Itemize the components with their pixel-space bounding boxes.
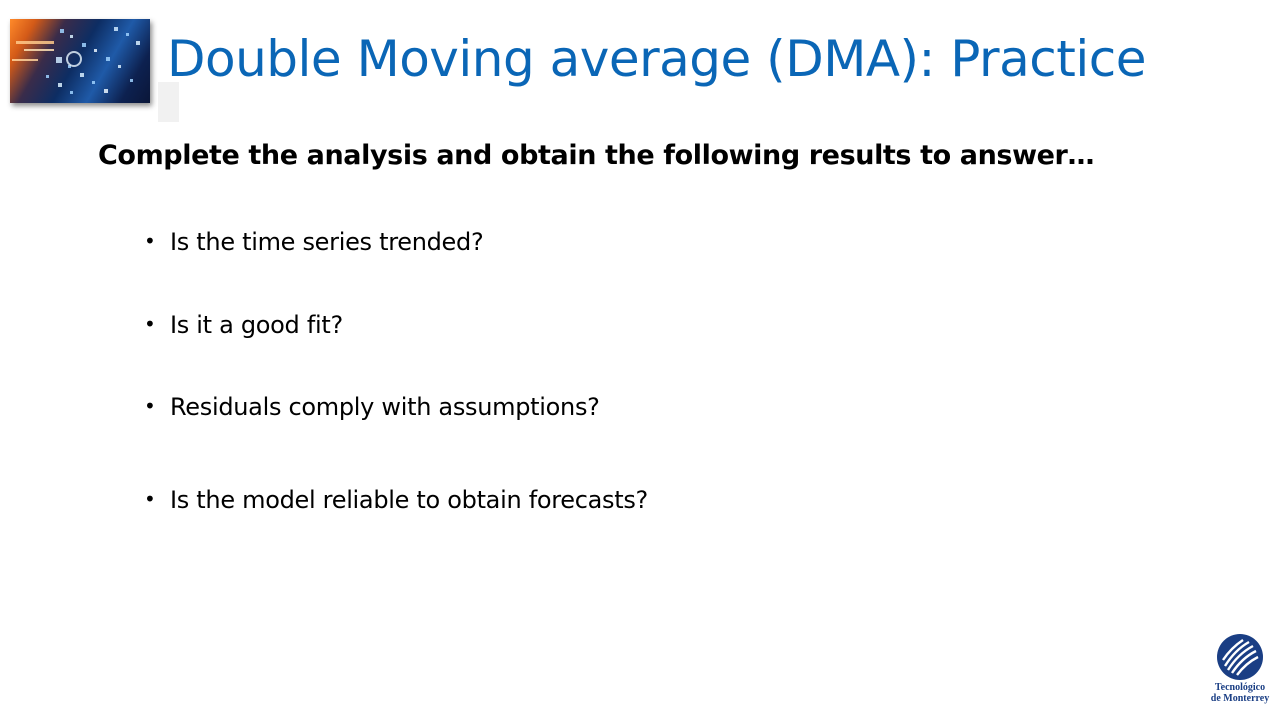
tec-monterrey-logo: Tecnológico de Monterrey: [1200, 632, 1280, 712]
list-item: • Is it a good fit?: [144, 307, 343, 342]
list-item: • Residuals comply with assumptions?: [144, 389, 600, 424]
instruction-text: Complete the analysis and obtain the fol…: [98, 140, 1095, 171]
bullet-icon: •: [144, 229, 156, 253]
slide-title: Double Moving average (DMA): Practice: [167, 30, 1147, 88]
list-item-text: Is it a good fit?: [170, 311, 343, 339]
list-item: • Is the time series trended?: [144, 224, 484, 259]
list-item-text: Is the model reliable to obtain forecast…: [170, 486, 648, 514]
logo-line2: de Monterrey: [1210, 693, 1270, 704]
header-image: [10, 19, 150, 103]
logo-line1: Tecnológico: [1214, 682, 1266, 693]
list-item-text: Residuals comply with assumptions?: [170, 393, 600, 421]
logo-emblem-icon: [1217, 634, 1263, 680]
header-shadow: [158, 82, 179, 122]
bullet-icon: •: [144, 487, 156, 511]
list-item: • Is the model reliable to obtain forecas…: [144, 482, 648, 517]
bullet-icon: •: [144, 312, 156, 336]
list-item-text: Is the time series trended?: [170, 228, 484, 256]
bullet-icon: •: [144, 394, 156, 418]
